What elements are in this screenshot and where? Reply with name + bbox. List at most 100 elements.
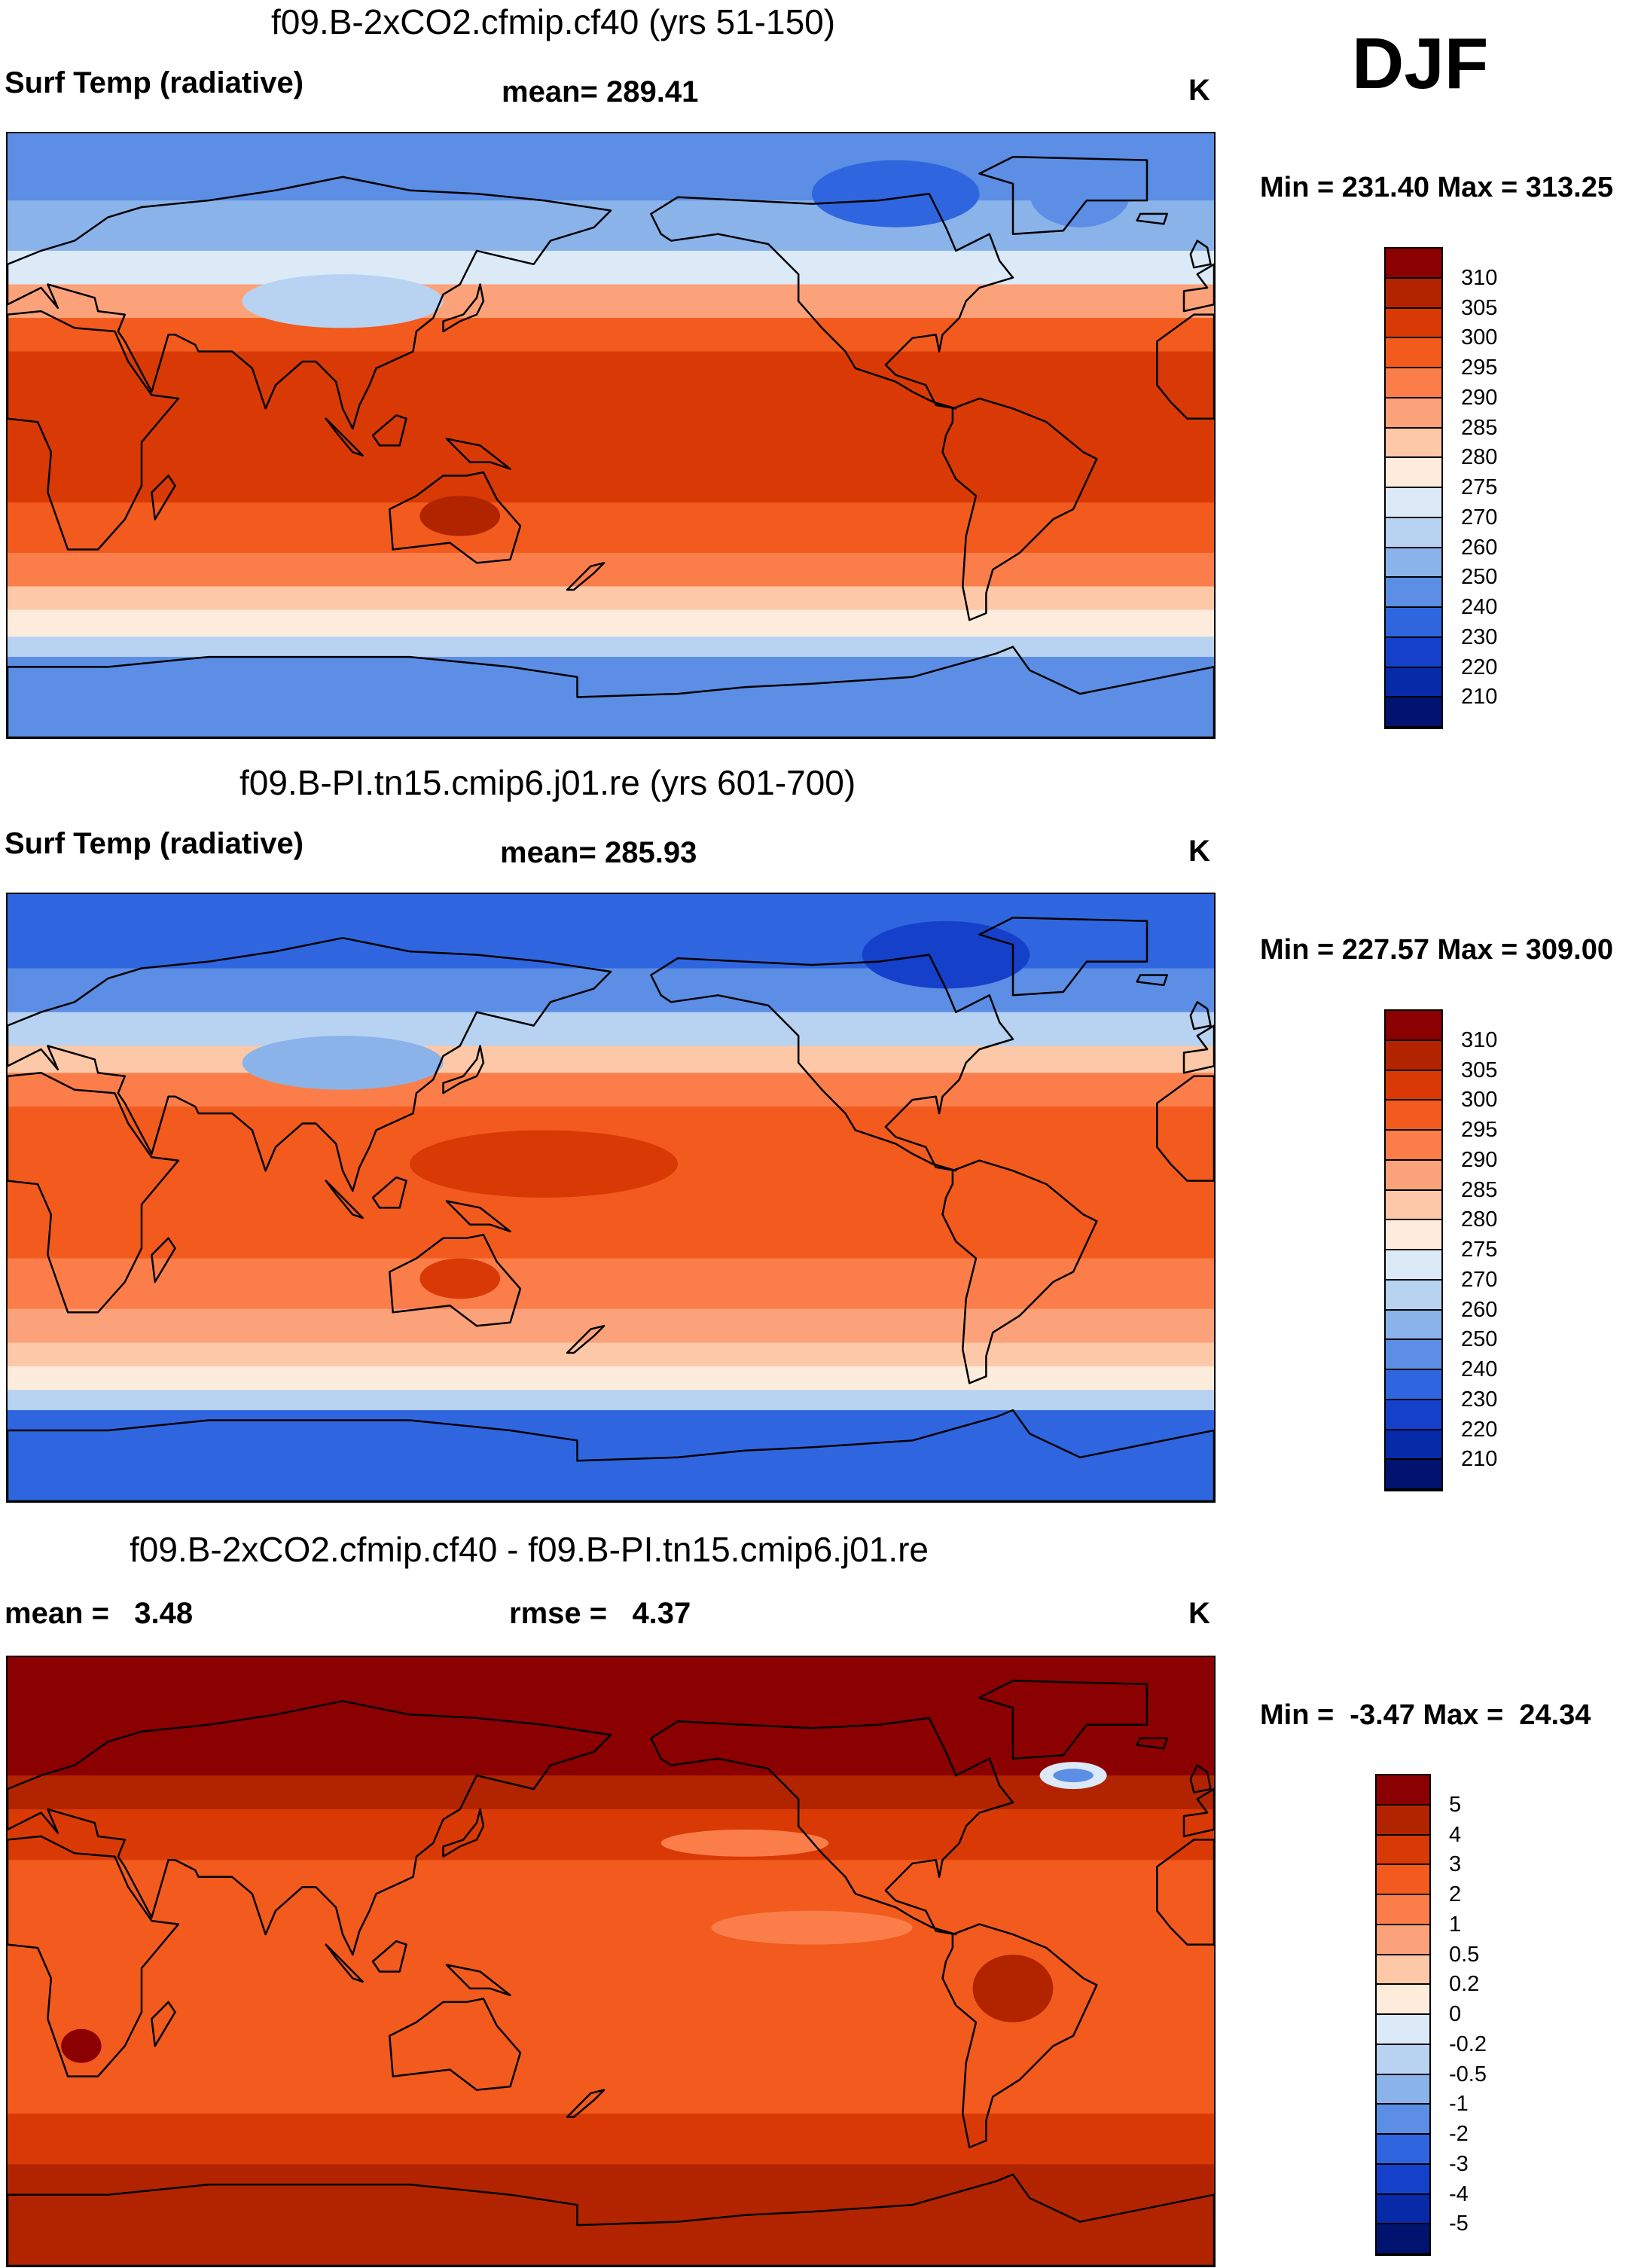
panel-2-colorbar-swatch-10 [1386, 1310, 1441, 1341]
panel-3-colorbar-swatch-14 [1377, 2194, 1429, 2225]
panel-2-colorbar-tick-14: 210 [1461, 1447, 1498, 1472]
panel-3-colorbar-swatch-9 [1377, 2044, 1429, 2075]
panel-1-colorbar-tick-3: 295 [1461, 356, 1498, 380]
panel-1-colorbar-swatch-5 [1386, 398, 1441, 429]
panel-1-colorbar-swatch-1 [1386, 278, 1441, 309]
panel-3-coastline-iceland [1136, 1737, 1168, 1750]
panel-1-colorbar-swatch-0 [1386, 249, 1441, 279]
panel-2-colorbar-swatch-13 [1386, 1400, 1441, 1430]
panel-2-colorbar-tick-8: 270 [1461, 1267, 1498, 1292]
panel-3-colorbar-swatch-7 [1377, 1985, 1429, 2015]
panel-3-colorbar-tick-14: -5 [1449, 2212, 1469, 2236]
panel-2-colorbar-swatch-6 [1386, 1190, 1441, 1221]
panel-3-colorbar-swatch-4 [1377, 1895, 1429, 1925]
panel-2-coastline-borneo [371, 1176, 407, 1209]
panel-3-band-1 [8, 1775, 1214, 1810]
panel-3-coastline-japan [442, 1808, 485, 1858]
panel-1-colorbar-swatch-10 [1386, 548, 1441, 578]
panel-2-coastline-uk [1189, 1001, 1212, 1030]
panel-1-patch-4 [24, 385, 125, 486]
panel-1-colorbar-tick-11: 240 [1461, 595, 1498, 619]
panel-1-colorbar-tick-0: 310 [1461, 265, 1498, 290]
panel-2-colorbar-swatch-0 [1386, 1011, 1441, 1041]
panel-1-coastline-antarctica [8, 646, 1214, 737]
panel-2-colorbar: 310 305 300 295 290 285 280 275 270 260 250 240 230 2… [1384, 1009, 1497, 1491]
panel-1-colorbar-swatch-13 [1386, 637, 1441, 668]
panel-3-units: K [1188, 1597, 1210, 1630]
panel-2-colorbar-tick-11: 240 [1461, 1357, 1498, 1381]
panel-3-colorbar-swatch-2 [1377, 1835, 1429, 1866]
panel-1-band-10 [8, 636, 1214, 658]
panel-1-colorbar-swatch-6 [1386, 428, 1441, 459]
panel-1-colorbar-swatch-2 [1386, 308, 1441, 339]
panel-3-coastline-africa [8, 1835, 180, 2077]
panel-1-colorbar-tick-5: 285 [1461, 415, 1498, 440]
panel-2-colorbar-swatch-9 [1386, 1280, 1441, 1311]
panel-2-colorbar-swatch-4 [1386, 1131, 1441, 1161]
panel-1-band-2 [8, 250, 1214, 285]
panel-3-colorbar-tick-5: 0.5 [1449, 1942, 1480, 1967]
panel-1-field-label: Surf Temp (radiative) [5, 66, 304, 99]
panel-3-colorbar-tick-3: 2 [1449, 1882, 1462, 1906]
panel-1-colorbar-tick-14: 210 [1461, 685, 1498, 710]
panel-2-coastline-africa [8, 1072, 180, 1314]
panel-2-units: K [1188, 835, 1210, 868]
panel-1-colorbar-swatch-8 [1386, 488, 1441, 518]
panel-3-mean: mean = 3.48 [5, 1597, 194, 1630]
panel-3-coastline-nz [566, 2089, 606, 2118]
panel-1-coastline-japan [442, 283, 485, 333]
panel-3-patch-3 [61, 2028, 102, 2063]
panel-2-coastline-iceland [1136, 974, 1168, 987]
panel-3-coastline-antarctica [8, 2173, 1214, 2266]
panel-2-colorbar-tick-2: 300 [1461, 1088, 1498, 1113]
panel-2-band-8 [8, 1342, 1214, 1367]
panel-1-colorbar-swatch-9 [1386, 517, 1441, 548]
panel-2-colorbar-swatch-8 [1386, 1250, 1441, 1281]
panel-2-colorbar-tick-7: 275 [1461, 1238, 1498, 1262]
panel-1-colorbar-tick-8: 270 [1461, 505, 1498, 530]
panel-1-coastline-greenland [978, 155, 1149, 235]
panel-2-colorbar-swatch-12 [1386, 1370, 1441, 1400]
panel-2-band-4 [8, 1073, 1214, 1107]
panel-2-colorbar-tick-12: 230 [1461, 1387, 1498, 1412]
panel-1-map [6, 132, 1216, 739]
panel-2-colorbar-tick-10: 250 [1461, 1327, 1498, 1352]
panel-2-map [6, 893, 1216, 1503]
panel-1-band-9 [8, 609, 1214, 637]
season-label: DJF [1352, 23, 1489, 104]
panel-1-coastline-nz [566, 562, 606, 591]
panel-2-patch-2 [862, 920, 1030, 989]
panel-3-colorbar-swatch-13 [1377, 2164, 1429, 2195]
panel-3-patch-1 [711, 1910, 913, 1945]
panel-2-colorbar-swatch-11 [1386, 1340, 1441, 1370]
panel-3-coastline-uk [1189, 1764, 1212, 1793]
panel-1-coastline-uk [1189, 240, 1212, 269]
panel-2-band-7 [8, 1308, 1214, 1344]
panel-3-band-2 [8, 1809, 1214, 1860]
panel-1-colorbar-swatch-12 [1386, 608, 1441, 638]
panel-3-colorbar-tick-10: -1 [1449, 2092, 1469, 2117]
panel-1-band-8 [8, 586, 1214, 611]
panel-2-band-3 [8, 1045, 1214, 1073]
panel-1-coastline-borneo [371, 414, 407, 447]
panel-3-colorbar-tick-8: -0.2 [1449, 2031, 1487, 2056]
panel-1-coastline-africa_west [1156, 313, 1214, 420]
panel-3-colorbar-swatch-11 [1377, 2105, 1429, 2135]
panel-2-band-6 [8, 1258, 1214, 1310]
panel-3-coastline-sumatra [325, 1943, 364, 1983]
panel-2-colorbar-swatch-2 [1386, 1070, 1441, 1101]
panel-3-colorbar-tick-0: 5 [1449, 1792, 1462, 1817]
panel-2-map-svg [8, 894, 1214, 1501]
panel-1-colorbar-tick-6: 280 [1461, 445, 1498, 470]
panel-2-band-2 [8, 1012, 1214, 1046]
panel-1-colorbar-tick-12: 230 [1461, 624, 1498, 649]
panel-2-coastline-nz [566, 1324, 606, 1354]
panel-1-band-1 [8, 200, 1214, 252]
panel-2-coastline-sumatra [325, 1180, 364, 1219]
panel-1-coastline-africa [8, 310, 180, 551]
panel-1-colorbar-swatch-14 [1386, 667, 1441, 698]
panel-1-coastline-newguinea [445, 438, 511, 470]
panel-2-colorbar-swatch-5 [1386, 1160, 1441, 1191]
panel-3-colorbar: 5 4 3 2 1 0.5 0.2 0 -0.2 -0.5 -1 -2 -3 -4 -5 [1375, 1774, 1487, 2256]
panel-2-coastline-japan [442, 1045, 485, 1094]
